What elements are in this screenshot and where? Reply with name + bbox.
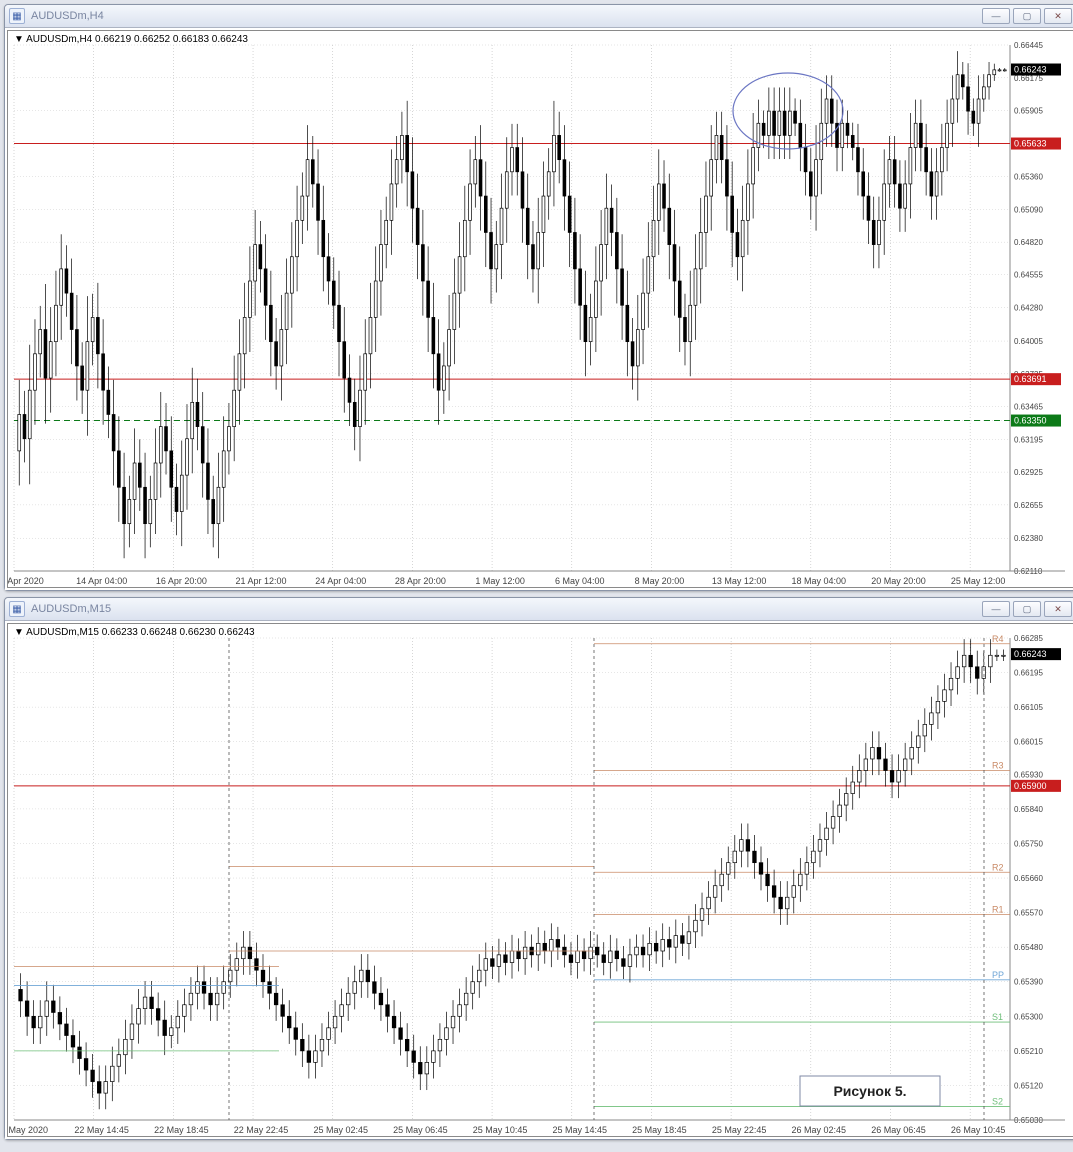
svg-text:18 May 04:00: 18 May 04:00 <box>792 576 847 586</box>
svg-text:S2: S2 <box>992 1097 1003 1107</box>
svg-text:14 Apr 04:00: 14 Apr 04:00 <box>76 576 127 586</box>
svg-text:0.65120: 0.65120 <box>1014 1081 1043 1090</box>
svg-text:S1: S1 <box>992 1012 1003 1022</box>
svg-text:R3: R3 <box>992 761 1004 771</box>
chart-window-h4: ▦ AUDUSDm,H4 — ▢ ✕ 0.664450.661750.65905… <box>4 4 1073 591</box>
svg-text:0.65840: 0.65840 <box>1014 805 1043 814</box>
svg-text:0.65750: 0.65750 <box>1014 839 1043 848</box>
minimize-button[interactable]: — <box>982 601 1010 617</box>
svg-text:0.64005: 0.64005 <box>1014 337 1043 346</box>
svg-text:0.62925: 0.62925 <box>1014 468 1043 477</box>
svg-text:0.65300: 0.65300 <box>1014 1012 1043 1021</box>
svg-text:0.66285: 0.66285 <box>1014 634 1043 643</box>
svg-text:26 May 10:45: 26 May 10:45 <box>951 1125 1006 1135</box>
svg-text:0.63195: 0.63195 <box>1014 435 1043 444</box>
svg-text:0.65390: 0.65390 <box>1014 978 1043 987</box>
svg-text:0.65480: 0.65480 <box>1014 943 1043 952</box>
minimize-button[interactable]: — <box>982 8 1010 24</box>
window-title-m15: AUDUSDm,M15 <box>31 603 982 615</box>
svg-text:0.63691: 0.63691 <box>1014 374 1047 384</box>
svg-text:25 May 10:45: 25 May 10:45 <box>473 1125 528 1135</box>
svg-text:28 Apr 20:00: 28 Apr 20:00 <box>395 576 446 586</box>
maximize-button[interactable]: ▢ <box>1013 601 1041 617</box>
svg-text:9 Apr 2020: 9 Apr 2020 <box>8 576 44 586</box>
svg-text:21 Apr 12:00: 21 Apr 12:00 <box>236 576 287 586</box>
svg-text:0.65660: 0.65660 <box>1014 874 1043 883</box>
svg-text:PP: PP <box>992 970 1004 980</box>
chart-area-h4[interactable]: 0.664450.661750.659050.656330.653600.650… <box>7 30 1073 588</box>
svg-text:22 May 18:45: 22 May 18:45 <box>154 1125 209 1135</box>
svg-text:0.66195: 0.66195 <box>1014 669 1043 678</box>
svg-text:25 May 22:45: 25 May 22:45 <box>712 1125 767 1135</box>
svg-text:22 May 22:45: 22 May 22:45 <box>234 1125 289 1135</box>
svg-text:0.66445: 0.66445 <box>1014 41 1043 50</box>
titlebar-m15[interactable]: ▦ AUDUSDm,M15 — ▢ ✕ <box>5 598 1073 621</box>
svg-text:0.65633: 0.65633 <box>1014 139 1047 149</box>
svg-text:R1: R1 <box>992 905 1004 915</box>
svg-text:▼ AUDUSDm,H4 0.66219 0.66252: ▼ AUDUSDm,H4 0.66219 0.66252 0.66183 0.6… <box>14 34 248 45</box>
svg-text:26 May 02:45: 26 May 02:45 <box>792 1125 847 1135</box>
svg-text:20 May 20:00: 20 May 20:00 <box>871 576 926 586</box>
svg-text:0.66243: 0.66243 <box>1014 65 1047 75</box>
svg-text:13 May 12:00: 13 May 12:00 <box>712 576 767 586</box>
chart-window-m15: ▦ AUDUSDm,M15 — ▢ ✕ 0.66285 0.66195 0.6610… <box>4 597 1073 1140</box>
svg-text:26 May 06:45: 26 May 06:45 <box>871 1125 926 1135</box>
svg-text:0.66105: 0.66105 <box>1014 703 1043 712</box>
svg-text:0.65930: 0.65930 <box>1014 770 1043 779</box>
svg-text:0.66243: 0.66243 <box>1014 649 1047 659</box>
svg-text:1 May 12:00: 1 May 12:00 <box>475 576 525 586</box>
svg-text:0.65210: 0.65210 <box>1014 1047 1043 1056</box>
svg-text:0.65900: 0.65900 <box>1014 781 1047 791</box>
svg-text:0.64555: 0.64555 <box>1014 270 1043 279</box>
svg-text:0.62655: 0.62655 <box>1014 501 1043 510</box>
svg-text:0.64280: 0.64280 <box>1014 304 1043 313</box>
svg-text:25 May 02:45: 25 May 02:45 <box>313 1125 368 1135</box>
window-title-h4: AUDUSDm,H4 <box>31 10 982 22</box>
svg-text:R2: R2 <box>992 862 1004 872</box>
titlebar-h4[interactable]: ▦ AUDUSDm,H4 — ▢ ✕ <box>5 5 1073 28</box>
svg-text:R4: R4 <box>992 634 1004 644</box>
svg-text:▼ AUDUSDm,M15 0.66233 0.66248: ▼ AUDUSDm,M15 0.66233 0.66248 0.66230 0.… <box>14 627 255 638</box>
svg-text:0.65360: 0.65360 <box>1014 173 1043 182</box>
chart-icon: ▦ <box>9 8 25 24</box>
svg-text:0.62380: 0.62380 <box>1014 534 1043 543</box>
svg-text:8 May 20:00: 8 May 20:00 <box>635 576 685 586</box>
close-button[interactable]: ✕ <box>1044 8 1072 24</box>
close-button[interactable]: ✕ <box>1044 601 1072 617</box>
svg-text:0.65570: 0.65570 <box>1014 909 1043 918</box>
svg-text:0.63465: 0.63465 <box>1014 403 1043 412</box>
svg-text:0.65090: 0.65090 <box>1014 205 1043 214</box>
svg-text:16 Apr 20:00: 16 Apr 20:00 <box>156 576 207 586</box>
svg-text:6 May 04:00: 6 May 04:00 <box>555 576 605 586</box>
chart-area-m15[interactable]: 0.66285 0.66195 0.66105 0.66015 0.65930 0.658… <box>7 623 1073 1137</box>
svg-text:0.66015: 0.66015 <box>1014 738 1043 747</box>
svg-text:25 May 14:45: 25 May 14:45 <box>552 1125 607 1135</box>
svg-text:22 May 14:45: 22 May 14:45 <box>74 1125 129 1135</box>
svg-text:25 May 18:45: 25 May 18:45 <box>632 1125 687 1135</box>
svg-text:Рисунок 5.: Рисунок 5. <box>833 1083 906 1099</box>
svg-text:24 Apr 04:00: 24 Apr 04:00 <box>315 576 366 586</box>
svg-text:25 May 12:00: 25 May 12:00 <box>951 576 1006 586</box>
svg-text:0.64820: 0.64820 <box>1014 238 1043 247</box>
svg-text:25 May 06:45: 25 May 06:45 <box>393 1125 448 1135</box>
svg-text:0.63350: 0.63350 <box>1014 416 1047 426</box>
svg-text:0.65905: 0.65905 <box>1014 107 1043 116</box>
chart-icon: ▦ <box>9 601 25 617</box>
svg-text:22 May 2020: 22 May 2020 <box>8 1125 48 1135</box>
maximize-button[interactable]: ▢ <box>1013 8 1041 24</box>
